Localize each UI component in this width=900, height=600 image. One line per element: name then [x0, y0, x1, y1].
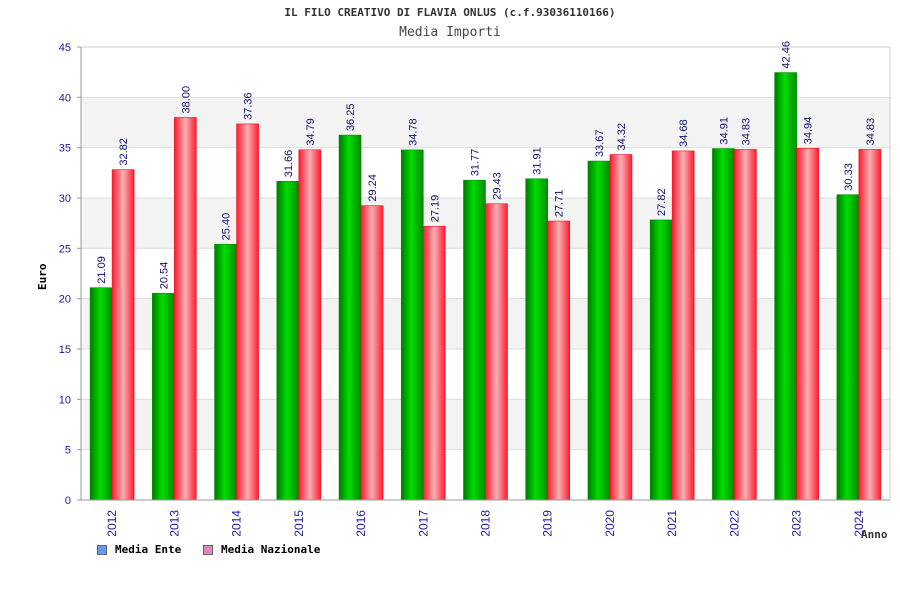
- grid-band: [81, 47, 890, 98]
- data-label: 34.78: [407, 118, 419, 146]
- bar-media-ente: [587, 160, 611, 501]
- x-tick-label: 2019: [541, 510, 555, 537]
- x-tick-label: 2024: [852, 510, 866, 537]
- x-tick-label: 2013: [167, 510, 181, 537]
- bar-media-ente: [525, 178, 549, 501]
- bar-media-ente: [276, 180, 300, 501]
- bar-media-nazionale: [609, 154, 633, 501]
- bar-media-ente: [649, 219, 673, 501]
- y-tick-label: 10: [59, 394, 71, 406]
- chart-subtitle: Media Importi: [399, 25, 501, 40]
- y-tick-label: 5: [65, 445, 71, 457]
- data-label: 42.46: [781, 41, 793, 69]
- y-tick-label: 15: [59, 344, 71, 356]
- bar-media-nazionale: [360, 205, 384, 501]
- bar-media-ente: [338, 134, 362, 501]
- y-tick-label: 35: [59, 143, 71, 155]
- y-tick-label: 20: [59, 294, 71, 306]
- data-label: 34.94: [803, 117, 815, 145]
- data-label: 29.43: [492, 172, 504, 200]
- legend-label-media-ente: Media Ente: [115, 543, 182, 556]
- data-label: 34.83: [865, 118, 877, 146]
- data-label: 31.91: [532, 147, 544, 175]
- y-tick-label: 0: [65, 495, 71, 507]
- data-label: 33.67: [594, 130, 606, 158]
- bar-media-nazionale: [422, 225, 446, 501]
- data-label: 20.54: [158, 262, 170, 290]
- grid-band: [81, 97, 890, 148]
- data-label: 34.83: [740, 118, 752, 146]
- data-label: 32.82: [118, 138, 130, 166]
- data-label: 25.40: [221, 213, 233, 241]
- data-label: 27.82: [656, 188, 668, 216]
- bar-media-nazionale: [174, 117, 197, 501]
- bar-media-nazionale: [858, 149, 882, 501]
- data-label: 34.32: [616, 123, 628, 151]
- bar-media-ente: [89, 287, 113, 501]
- bar-media-ente: [463, 179, 486, 501]
- bar-media-nazionale: [547, 220, 571, 501]
- bar-media-nazionale: [734, 149, 757, 501]
- data-label: 34.79: [305, 118, 317, 146]
- y-tick-label: 25: [59, 243, 71, 255]
- legend-item-media-ente: Media Ente: [97, 543, 181, 556]
- legend-item-media-nazionale: Media Nazionale: [203, 543, 320, 556]
- data-label: 31.66: [283, 150, 295, 178]
- x-axis-label: Anno: [861, 528, 888, 541]
- chart-title: IL FILO CREATIVO DI FLAVIA ONLUS (c.f.93…: [284, 6, 616, 19]
- x-tick-label: 2022: [727, 510, 741, 537]
- bar-media-ente: [400, 149, 424, 501]
- legend-swatch-media-nazionale: [203, 544, 213, 555]
- x-tick-label: 2021: [665, 510, 679, 537]
- data-label: 21.09: [96, 256, 108, 284]
- data-label: 38.00: [180, 86, 192, 114]
- bar-media-ente: [152, 292, 175, 501]
- x-tick-label: 2023: [790, 510, 804, 537]
- x-tick-label: 2020: [603, 510, 617, 537]
- bar-media-ente: [712, 148, 735, 501]
- x-tick-label: 2012: [105, 510, 119, 537]
- x-tick-label: 2018: [479, 510, 493, 537]
- data-label: 30.33: [843, 163, 855, 191]
- legend-swatch-media-ente: [97, 544, 107, 555]
- data-label: 27.19: [429, 195, 441, 223]
- y-tick-label: 30: [59, 193, 71, 205]
- data-label: 29.24: [367, 174, 379, 202]
- bar-media-nazionale: [111, 169, 135, 501]
- data-label: 36.25: [345, 104, 357, 132]
- y-tick-label: 40: [59, 92, 71, 104]
- x-tick-label: 2015: [292, 510, 306, 537]
- bar-media-ente: [836, 194, 860, 501]
- legend-label-media-nazionale: Media Nazionale: [221, 543, 321, 556]
- bar-media-nazionale: [485, 203, 508, 501]
- data-label: 37.36: [243, 92, 255, 120]
- bar-media-nazionale: [796, 147, 819, 501]
- x-tick-label: 2016: [354, 510, 368, 537]
- data-label: 34.91: [718, 117, 730, 145]
- bar-media-nazionale: [298, 149, 322, 501]
- y-axis-label: Euro: [36, 263, 49, 291]
- bar-media-ente: [774, 72, 797, 501]
- data-label: 27.71: [554, 190, 566, 218]
- x-tick-label: 2017: [416, 510, 430, 537]
- y-tick-label: 45: [59, 42, 71, 54]
- bar-media-ente: [214, 244, 237, 501]
- data-label: 34.68: [678, 119, 690, 147]
- bar-media-nazionale: [236, 123, 259, 501]
- bar-media-nazionale: [671, 150, 695, 501]
- x-tick-label: 2014: [230, 510, 244, 537]
- data-label: 31.77: [470, 149, 482, 177]
